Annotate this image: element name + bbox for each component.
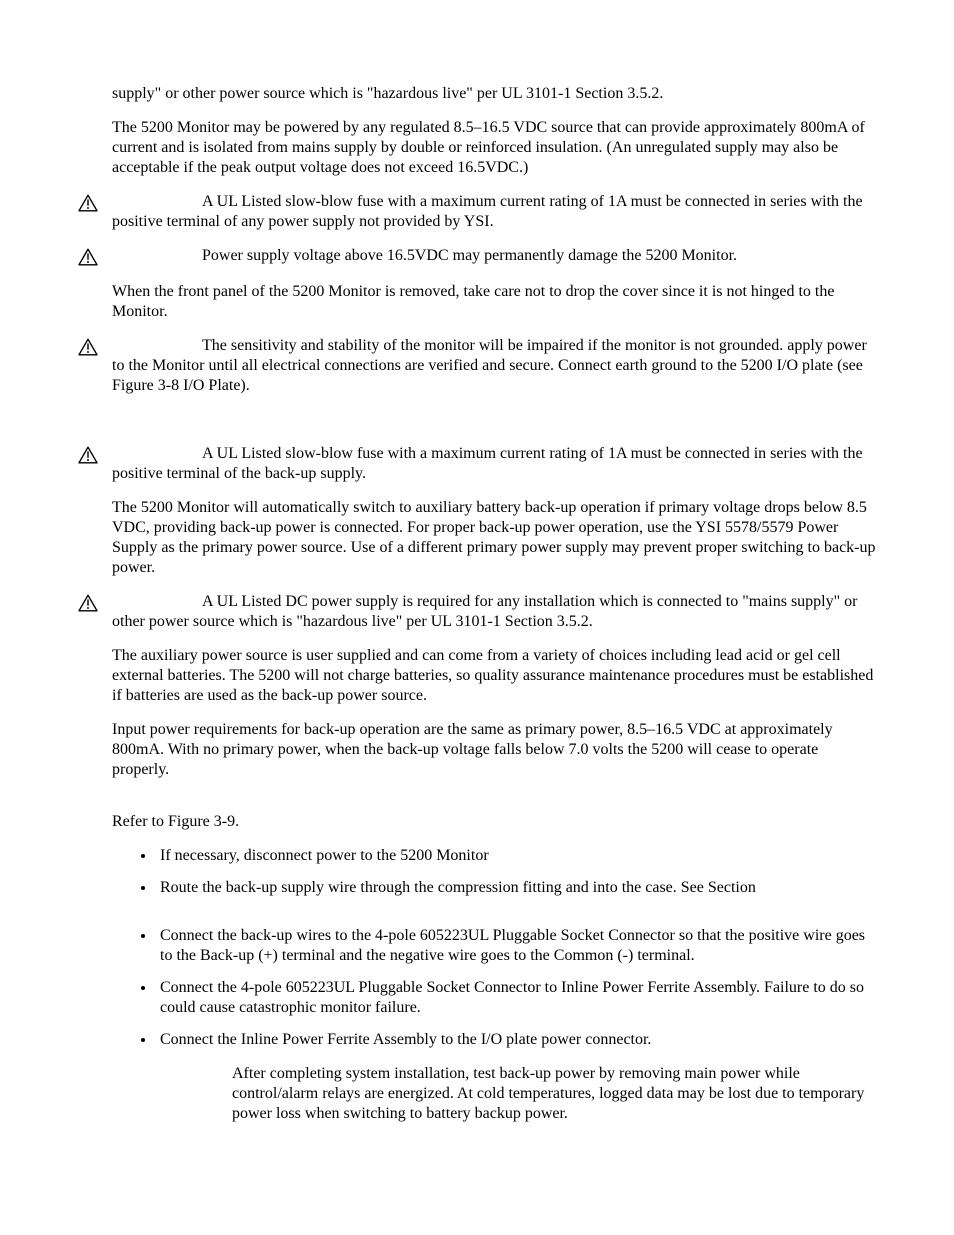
document-page: supply" or other power source which is "… xyxy=(0,0,954,1235)
warning-fuse-backup: A UL Listed slow-blow fuse with a maximu… xyxy=(112,444,876,484)
warning-text: A UL Listed slow-blow fuse with a maximu… xyxy=(112,445,863,482)
list-item: Route the back-up supply wire through th… xyxy=(156,878,876,898)
paragraph-input-requirements: Input power requirements for back-up ope… xyxy=(112,720,876,780)
warning-icon xyxy=(78,338,98,356)
section-gap xyxy=(112,794,876,812)
warning-overvoltage: Power supply voltage above 16.5VDC may p… xyxy=(112,246,876,268)
paragraph-auto-switch: The 5200 Monitor will automatically swit… xyxy=(112,498,876,578)
warning-icon xyxy=(78,194,98,212)
section-gap xyxy=(112,410,876,444)
warning-text: A UL Listed DC power supply is required … xyxy=(112,593,857,630)
warning-icon xyxy=(78,446,98,464)
warning-text: A UL Listed slow-blow fuse with a maximu… xyxy=(112,193,863,230)
paragraph-power-source: The 5200 Monitor may be powered by any r… xyxy=(112,118,876,178)
warning-text: The sensitivity and stability of the mon… xyxy=(112,337,867,394)
paragraph-front-panel: When the front panel of the 5200 Monitor… xyxy=(112,282,876,322)
warning-text: Power supply voltage above 16.5VDC may p… xyxy=(202,247,737,264)
list-item: Connect the 4-pole 605223UL Pluggable So… xyxy=(156,978,876,1018)
note-final: After completing system installation, te… xyxy=(112,1064,876,1124)
list-item: Connect the Inline Power Ferrite Assembl… xyxy=(156,1030,876,1050)
list-item: Connect the back-up wires to the 4-pole … xyxy=(156,926,876,966)
warning-dc-supply: A UL Listed DC power supply is required … xyxy=(112,592,876,632)
warning-icon xyxy=(78,248,98,266)
paragraph-refer-figure: Refer to Figure 3-9. xyxy=(112,812,876,832)
procedure-list: If necessary, disconnect power to the 52… xyxy=(112,846,876,1050)
paragraph-aux-source: The auxiliary power source is user suppl… xyxy=(112,646,876,706)
paragraph-top-continuation: supply" or other power source which is "… xyxy=(112,84,876,104)
warning-icon xyxy=(78,594,98,612)
list-item: If necessary, disconnect power to the 52… xyxy=(156,846,876,866)
warning-fuse-primary: A UL Listed slow-blow fuse with a maximu… xyxy=(112,192,876,232)
warning-grounding: The sensitivity and stability of the mon… xyxy=(112,336,876,396)
